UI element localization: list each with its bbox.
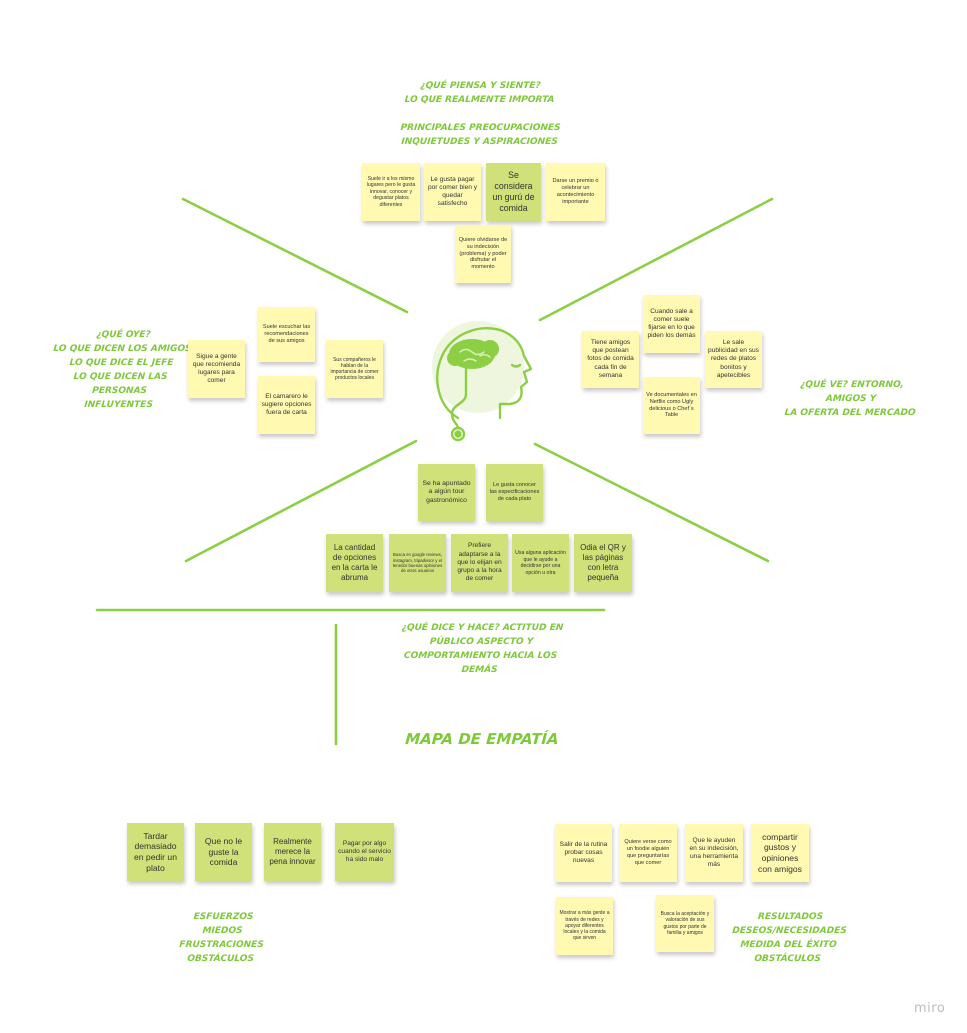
- sticky-note[interactable]: Odia el QR y las páginas con letra peque…: [574, 534, 632, 592]
- sticky-note[interactable]: La cantidad de opciones en la carta le a…: [326, 534, 383, 592]
- sticky-note[interactable]: Busca en google reviews, instagram, trip…: [389, 534, 446, 592]
- sticky-note[interactable]: Mostrar a más gente a través de redes y …: [556, 897, 613, 955]
- heading-thinks-concerns: PRINCIPALES PREOCUPACIONES INQUIETUDES Y…: [400, 123, 561, 147]
- heading-sees: ¿QUÉ VE? ENTORNO, AMIGOS Y LA OFERTA DEL…: [784, 380, 916, 418]
- sticky-note[interactable]: Le gusta pagar por comer bien y quedar s…: [424, 163, 481, 221]
- sticky-note[interactable]: Ve documentales en Netflix como Ugly del…: [643, 377, 700, 434]
- sticky-note[interactable]: Tardar demasiado en pedir un plato: [127, 823, 184, 881]
- sticky-note[interactable]: Le sale publicidad en sus redes de plato…: [705, 331, 762, 388]
- sticky-note[interactable]: Se ha apuntado a algún tour gastronómico: [418, 464, 475, 521]
- sticky-note[interactable]: Que no le guste la comida: [195, 823, 252, 881]
- sticky-note[interactable]: Tiene amigos que postean fotos de comida…: [582, 331, 639, 388]
- divider-line-top-left: [181, 197, 409, 314]
- sticky-note[interactable]: Quiere olvidarse de su indecisión (probl…: [455, 225, 511, 283]
- sticky-note[interactable]: Usa alguna aplicación que le ayude a dec…: [512, 534, 569, 592]
- heading-gains: RESULTADOS DESEOS/NECESIDADES MEDIDA DEL…: [731, 912, 848, 964]
- divider-line-bottom-right: [533, 442, 770, 563]
- sticky-note[interactable]: compartir gustos y opiniones con amigos: [751, 824, 809, 882]
- sticky-note[interactable]: Suele escuchar las recomendaciones de su…: [258, 307, 315, 362]
- sticky-note[interactable]: Cuando sale a comer suele fijarse en lo …: [643, 295, 700, 353]
- sticky-note[interactable]: Realmente merece la pena innovar: [264, 823, 321, 881]
- heading-pains: ESFUERZOS MIEDOS FRUSTRACIONES OBSTÁCULO…: [178, 912, 265, 964]
- divider-line-top-right: [538, 197, 774, 322]
- sticky-note[interactable]: Sus compañeros le hablan de la importanc…: [326, 340, 383, 398]
- head-brain-icon: [432, 321, 533, 442]
- sticky-note[interactable]: Se considera un gurú de comida: [486, 163, 541, 221]
- sticky-note[interactable]: El camarero le sugiere opciones fuera de…: [258, 376, 315, 434]
- heading-says-does: ¿QUÉ DICE Y HACE? ACTITUD EN PÚBLICO ASP…: [401, 623, 564, 675]
- sticky-note[interactable]: Sigue a gente que recomienda lugares par…: [188, 340, 245, 398]
- miro-watermark: miro: [914, 1001, 946, 1016]
- sticky-note[interactable]: Suele ir a los mismo lugares pero le gus…: [362, 163, 420, 221]
- sticky-note[interactable]: Que le ayuden en su indecisión, una herr…: [685, 824, 743, 882]
- sticky-note[interactable]: Le gusta conocer las especificaciones de…: [486, 464, 543, 521]
- sticky-note[interactable]: Darse un premio o celebrar un acontecimi…: [546, 163, 605, 221]
- heading-thinks-feels: ¿QUÉ PIENSA Y SIENTE? LO QUE REALMENTE I…: [404, 81, 555, 105]
- sticky-note[interactable]: Prefiere adaptarse a la que lo elijan en…: [451, 534, 508, 592]
- sticky-note[interactable]: Busca la aceptación y valoración de sus …: [656, 895, 714, 952]
- heading-hears: ¿QUÉ OYE? LO QUE DICEN LOS AMIGOS LO QUE…: [53, 330, 192, 410]
- sticky-note[interactable]: Pagar por algo cuando el servicio ha sid…: [335, 823, 394, 881]
- map-title: MAPA DE EMPATÍA: [404, 730, 560, 748]
- sticky-note[interactable]: Salir de la rutina probar cosas nuevas: [555, 824, 612, 882]
- sticky-note[interactable]: Quiere verse como un foodie alguién que …: [619, 824, 677, 882]
- divider-line-bottom-left: [184, 439, 418, 563]
